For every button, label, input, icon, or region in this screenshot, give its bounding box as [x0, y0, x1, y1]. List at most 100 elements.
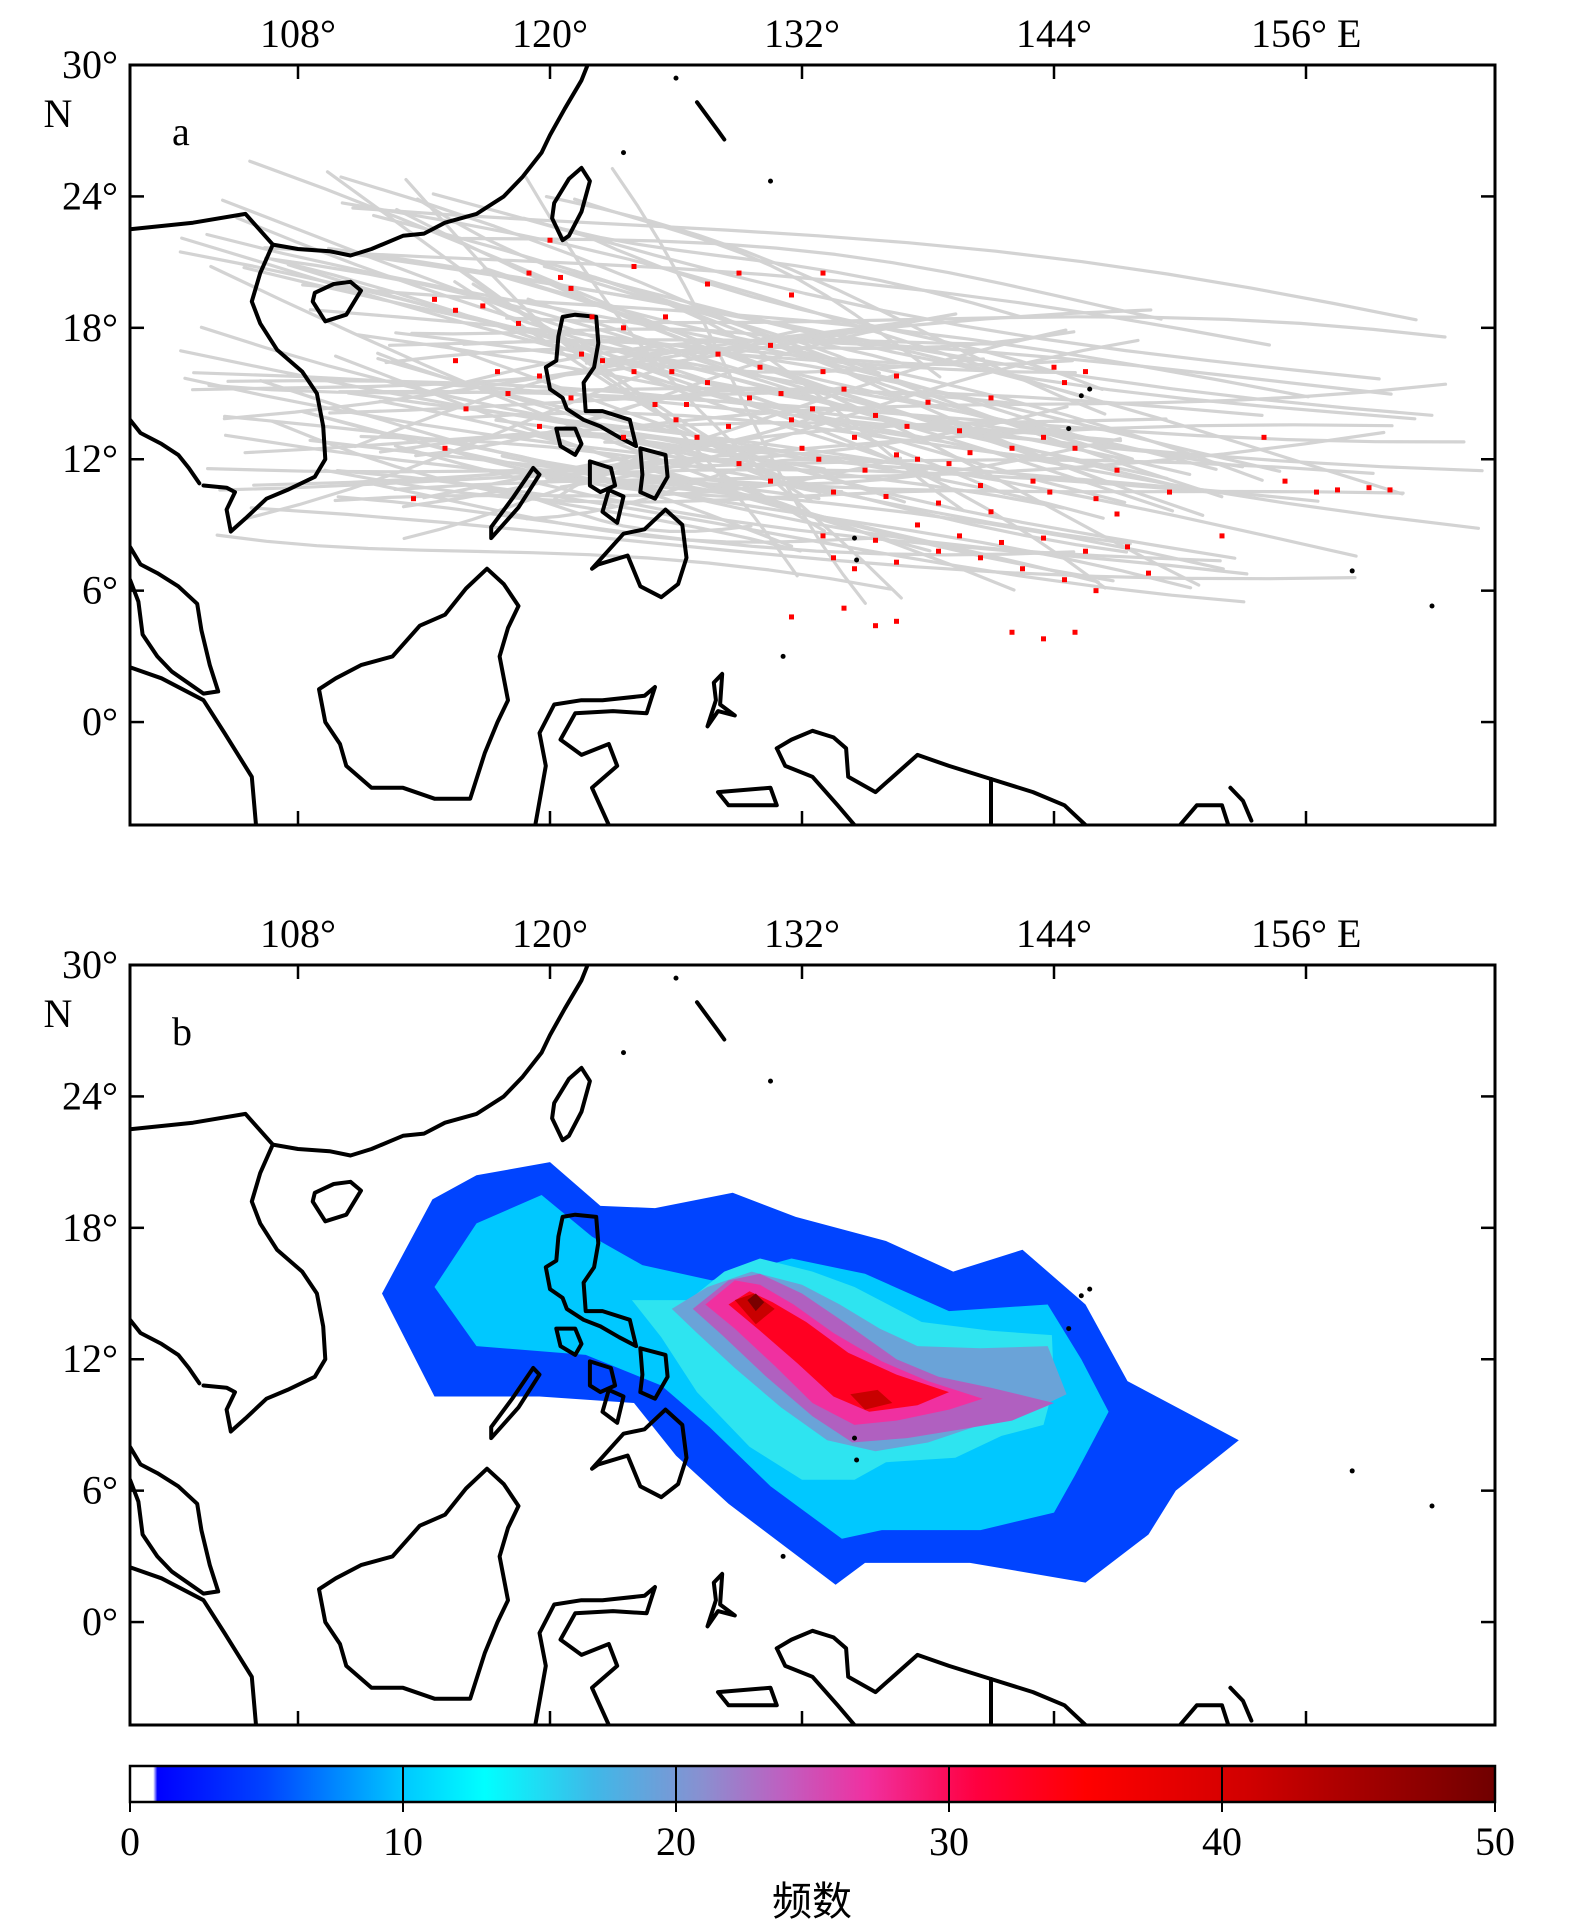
typhoon-track — [351, 252, 1404, 496]
colorbar-tick-label: 50 — [1475, 1819, 1515, 1864]
contour-level — [747, 1293, 765, 1312]
lon-tick-label: 108° — [260, 911, 336, 956]
genesis-point — [778, 391, 784, 397]
genesis-point — [453, 307, 458, 313]
coastline-segment — [317, 1466, 521, 1701]
genesis-point — [1114, 467, 1120, 473]
coastline-segment — [543, 312, 639, 449]
genesis-point — [1041, 535, 1046, 541]
genesis-point — [789, 292, 794, 298]
typhoon-track — [393, 430, 1386, 491]
genesis-point — [1314, 489, 1319, 495]
genesis-point — [537, 423, 542, 429]
colorbar-tick-label: 0 — [120, 1819, 140, 1864]
colorbar-gradient — [128, 1764, 1497, 1804]
genesis-point — [978, 555, 983, 561]
genesis-point — [957, 533, 962, 539]
colorbar-tick-label: 20 — [656, 1819, 696, 1864]
lon-tick-label: 144° — [1016, 11, 1092, 56]
lat-tick-label: 6° — [82, 1468, 118, 1513]
genesis-point — [432, 296, 437, 302]
genesis-point — [1051, 364, 1057, 370]
typhoon-track — [394, 331, 985, 374]
coastline-segment — [533, 685, 657, 825]
genesis-point — [1047, 489, 1053, 495]
genesis-point — [873, 412, 878, 418]
genesis-point — [841, 605, 847, 611]
genesis-point — [789, 417, 794, 423]
typhoon-track — [222, 308, 1153, 421]
typhoon-tracks — [178, 159, 1484, 605]
genesis-point — [715, 351, 721, 357]
genesis-point — [894, 373, 899, 379]
genesis-point — [547, 237, 553, 243]
genesis-point — [736, 270, 742, 276]
genesis-point — [516, 320, 521, 326]
genesis-point — [726, 423, 731, 429]
colorbar-ticks: 0 10 20 30 40 50 — [120, 1766, 1515, 1864]
genesis-point — [505, 391, 511, 397]
typhoon-track — [215, 533, 893, 591]
genesis-point — [453, 358, 458, 364]
typhoon-track — [429, 338, 997, 393]
genesis-point — [936, 548, 941, 554]
genesis-point — [873, 623, 878, 629]
island-dot — [673, 75, 679, 81]
coastline-segment — [774, 728, 1088, 825]
coastline-segment — [130, 417, 202, 486]
genesis-point — [768, 342, 773, 348]
typhoon-track — [351, 206, 1418, 322]
coastline-segment — [600, 1387, 626, 1425]
genesis-point — [631, 369, 637, 375]
island-dot — [1066, 1326, 1072, 1332]
coastline-segment — [705, 1571, 737, 1629]
coastline-segment — [774, 746, 857, 825]
typhoon-track — [226, 379, 1191, 457]
coastline-segment — [201, 242, 328, 534]
genesis-point — [915, 456, 920, 462]
genesis-point — [673, 417, 679, 423]
genesis-point — [705, 380, 710, 386]
genesis-point — [915, 522, 920, 528]
colorbar-tick-label: 10 — [383, 1819, 423, 1864]
island-dot — [1429, 603, 1435, 609]
genesis-point — [894, 452, 899, 458]
genesis-point — [1282, 478, 1288, 484]
typhoon-track — [206, 458, 1375, 475]
genesis-point — [442, 445, 448, 451]
coastline-b — [130, 965, 1435, 1725]
genesis-point — [957, 428, 962, 434]
coastline-segment — [600, 487, 626, 525]
colorbar-tick-label: 30 — [929, 1819, 969, 1864]
typhoon-track — [264, 256, 922, 430]
typhoon-track — [263, 246, 1271, 347]
typhoon-track — [252, 423, 1394, 487]
genesis-point — [568, 395, 574, 401]
typhoon-track — [270, 419, 802, 553]
typhoon-track — [209, 264, 1016, 592]
lon-tick-label: 108° — [260, 11, 336, 56]
genesis-point — [925, 399, 931, 405]
coastline-segment — [554, 426, 584, 457]
coastline-segment — [130, 1565, 258, 1725]
typhoon-track — [356, 333, 1480, 530]
genesis-point — [652, 401, 658, 407]
coastline-segment — [550, 165, 592, 243]
genesis-point — [1387, 487, 1393, 493]
island-dot — [854, 557, 860, 563]
island-dot — [1066, 426, 1072, 432]
typhoon-track — [301, 283, 1310, 399]
genesis-point — [589, 314, 595, 320]
island-dot — [673, 975, 679, 981]
coastline-segment — [705, 671, 737, 729]
coastline-segment — [554, 1326, 584, 1357]
coastline-segment — [489, 1366, 542, 1441]
island-dot — [1349, 568, 1355, 574]
typhoon-track — [378, 433, 826, 471]
genesis-point — [789, 614, 794, 620]
colorbar-tick-label: 40 — [1202, 1819, 1242, 1864]
typhoon-track — [494, 418, 1129, 554]
genesis-point — [1041, 636, 1046, 642]
genesis-point — [495, 369, 500, 375]
